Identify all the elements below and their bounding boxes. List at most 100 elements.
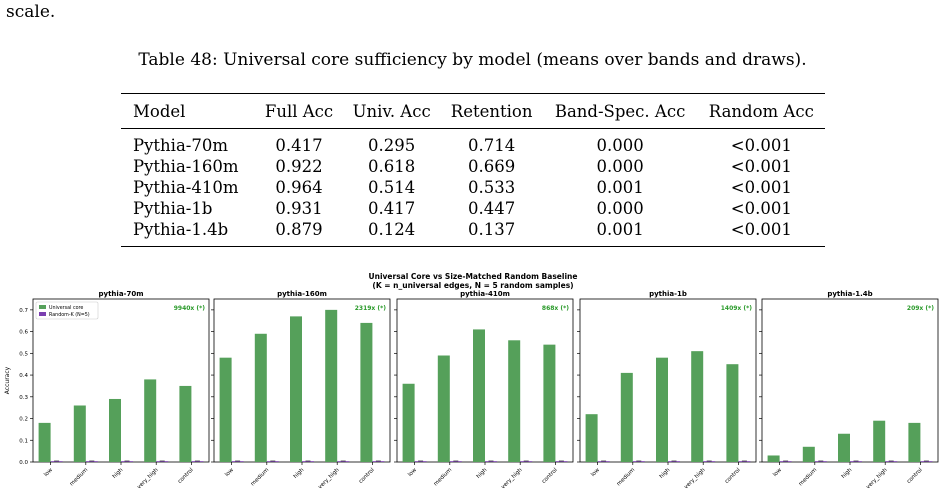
- universal-bar: [838, 433, 850, 462]
- table-header-row: Model Full Acc Univ. Acc Retention Band-…: [121, 93, 825, 129]
- y-tick-label: 0.7: [19, 308, 28, 314]
- universal-bar: [656, 357, 668, 462]
- cell-univ-acc: 0.514: [368, 178, 416, 197]
- results-table: Model Full Acc Univ. Acc Retention Band-…: [121, 93, 825, 247]
- cell-band-spec-acc: 0.001: [596, 178, 644, 197]
- random-bar: [414, 461, 427, 462]
- cell-retention: 0.533: [467, 178, 516, 197]
- x-tick-label: medium: [798, 467, 818, 487]
- universal-bar: [290, 316, 302, 462]
- random-bar: [738, 461, 751, 462]
- header-univ-acc: Univ. Acc: [352, 101, 431, 121]
- x-tick-label: low: [224, 467, 235, 478]
- x-tick-label: low: [43, 467, 54, 478]
- x-tick-label: control: [541, 467, 559, 485]
- universal-bar: [38, 422, 51, 462]
- universal-bar: [179, 385, 192, 462]
- universal-bar: [473, 329, 485, 462]
- x-tick-label: high: [293, 467, 306, 480]
- universal-bar: [325, 309, 338, 462]
- random-bar: [372, 461, 385, 462]
- y-tick-label: 0.2: [19, 417, 28, 423]
- y-tick-label: 0.4: [19, 373, 28, 379]
- random-bar: [302, 461, 314, 462]
- cell-retention: 0.669: [467, 157, 516, 176]
- random-bar: [231, 461, 244, 462]
- random-bar: [850, 461, 862, 462]
- x-tick-label: high: [841, 467, 854, 480]
- cell-univ-acc: 0.618: [368, 157, 416, 176]
- legend-label-universal: Universal core: [49, 305, 83, 311]
- ratio-annotation: 1409x (*): [721, 305, 753, 312]
- random-bar: [555, 461, 568, 462]
- universal-bar: [360, 322, 373, 462]
- cell-retention: 0.137: [467, 220, 516, 239]
- random-bar: [668, 461, 680, 462]
- x-tick-label: very_high: [865, 467, 889, 491]
- universal-bar: [73, 405, 86, 462]
- y-tick-label: 0.1: [19, 438, 28, 444]
- x-tick-label: medium: [69, 467, 89, 487]
- panel-pythia-410m: pythia-410m 868x (*) low medium high very_hig…: [394, 290, 574, 490]
- cell-retention: 0.447: [467, 199, 516, 218]
- header-band-spec-acc: Band-Spec. Acc: [554, 101, 686, 121]
- universal-bar: [437, 355, 450, 462]
- x-tick-label: very_high: [136, 467, 160, 491]
- universal-bar: [691, 351, 704, 462]
- cell-random-acc: <0.001: [730, 178, 792, 197]
- cell-band-spec-acc: 0.001: [596, 220, 644, 239]
- header-random-acc: Random Acc: [708, 101, 814, 121]
- legend-swatch-universal: [39, 305, 46, 309]
- random-bar: [597, 461, 610, 462]
- x-tick-label: control: [906, 467, 924, 485]
- x-tick-label: very_high: [317, 467, 341, 491]
- cell-full-acc: 0.922: [275, 157, 323, 176]
- random-bar: [156, 461, 169, 462]
- cell-full-acc: 0.417: [275, 136, 323, 155]
- random-bar: [85, 461, 98, 462]
- legend-swatch-random: [39, 312, 46, 316]
- universal-bar: [873, 420, 886, 462]
- cell-model: Pythia-160m: [133, 157, 239, 176]
- cell-full-acc: 0.931: [275, 199, 323, 218]
- cell-retention: 0.714: [467, 136, 516, 155]
- figure-subtitle: (K = n_universal edges, N = 5 random sam…: [372, 281, 573, 290]
- legend-label-random: Random-K (N=5): [49, 312, 90, 318]
- universal-bar: [508, 340, 521, 462]
- panel-title: pythia-1b: [649, 290, 687, 298]
- figure-title: Universal Core vs Size-Matched Random Ba…: [369, 272, 578, 281]
- x-tick-label: medium: [616, 467, 636, 487]
- panel-pythia-1.4b: pythia-1.4b 209x (*) low medium high very_hig…: [759, 290, 939, 491]
- header-retention: Retention: [450, 101, 533, 121]
- cell-model: Pythia-70m: [133, 136, 229, 155]
- table-row: Pythia-160m 0.922 0.618 0.669 0.000 <0.0…: [121, 156, 825, 177]
- random-bar: [920, 461, 933, 462]
- cell-model: Pythia-1b: [133, 199, 213, 218]
- ratio-annotation: 209x (*): [907, 305, 934, 312]
- cell-band-spec-acc: 0.000: [596, 199, 644, 218]
- random-bar: [191, 461, 204, 462]
- random-bar: [337, 461, 350, 462]
- x-tick-label: low: [407, 467, 418, 478]
- cell-band-spec-acc: 0.000: [596, 157, 644, 176]
- random-bar: [885, 461, 898, 462]
- random-bar: [703, 461, 716, 462]
- panel-title: pythia-70m: [99, 290, 144, 298]
- universal-bar: [254, 333, 267, 462]
- cell-random-acc: <0.001: [730, 136, 792, 155]
- universal-bar: [543, 344, 556, 462]
- universal-bar: [802, 446, 815, 462]
- cell-full-acc: 0.964: [275, 178, 323, 197]
- cell-random-acc: <0.001: [730, 157, 792, 176]
- cell-model: Pythia-1.4b: [133, 220, 229, 239]
- cell-univ-acc: 0.417: [368, 199, 416, 218]
- universal-bar: [585, 414, 598, 462]
- universal-bar: [109, 398, 121, 462]
- cell-band-spec-acc: 0.000: [596, 136, 644, 155]
- x-tick-label: control: [177, 467, 195, 485]
- universal-bar: [219, 357, 232, 462]
- ratio-annotation: 2319x (*): [355, 305, 387, 312]
- x-tick-label: medium: [433, 467, 453, 487]
- ratio-annotation: 9940x (*): [174, 305, 206, 312]
- universal-bar: [620, 372, 633, 462]
